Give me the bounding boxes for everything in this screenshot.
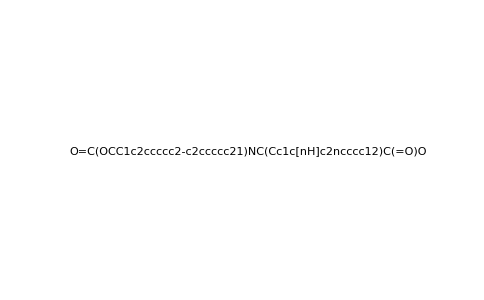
Text: O=C(OCC1c2ccccc2-c2ccccc21)NC(Cc1c[nH]c2ncccc12)C(=O)O: O=C(OCC1c2ccccc2-c2ccccc21)NC(Cc1c[nH]c2… [69,146,427,157]
